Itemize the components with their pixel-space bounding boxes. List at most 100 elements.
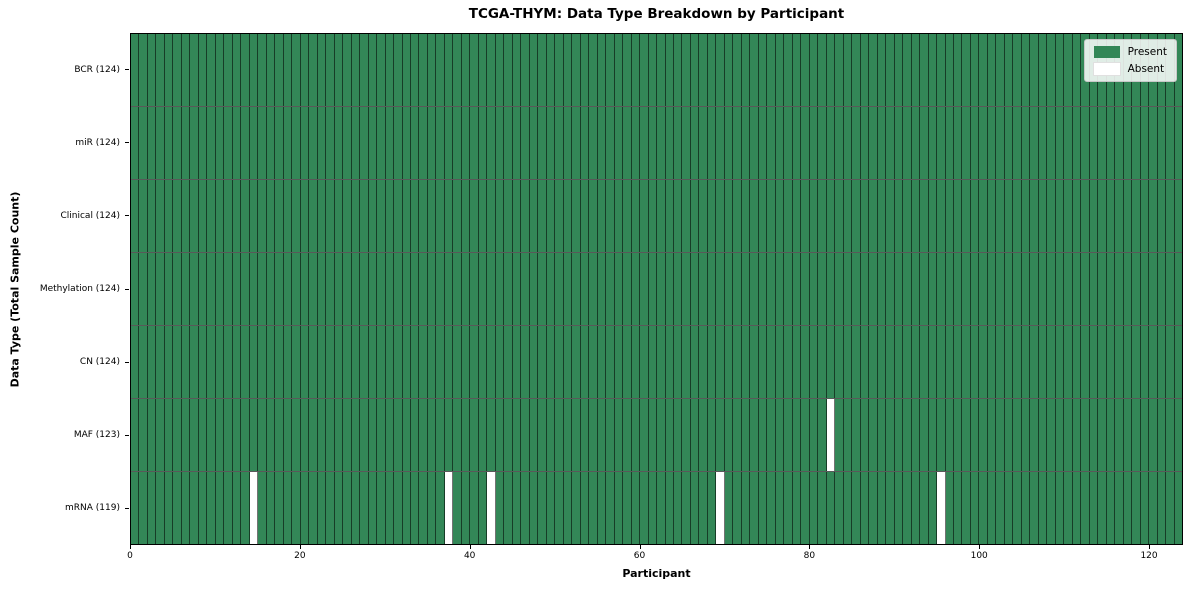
heatmap-cell — [461, 399, 471, 471]
heatmap-cell — [300, 180, 310, 252]
heatmap-cell — [758, 253, 768, 325]
heatmap-cell — [784, 253, 793, 325]
heatmap-cell — [563, 34, 573, 106]
heatmap-cell — [987, 472, 997, 544]
heatmap-cell — [266, 472, 276, 544]
heatmap-cell — [249, 326, 259, 398]
heatmap-cell — [385, 326, 395, 398]
heatmap-cell — [453, 399, 462, 471]
heatmap-cell — [224, 326, 233, 398]
heatmap-cell — [215, 34, 225, 106]
heatmap-cell — [572, 472, 581, 544]
heatmap-cell — [555, 472, 564, 544]
heatmap-cell — [555, 180, 564, 252]
heatmap-cell — [241, 253, 250, 325]
heatmap-cell — [682, 472, 691, 544]
y-tick-mark — [125, 288, 129, 290]
heatmap-cell — [1081, 326, 1090, 398]
heatmap-cell — [1140, 326, 1150, 398]
heatmap-cell — [707, 326, 717, 398]
heatmap-cell — [478, 34, 488, 106]
heatmap-cell — [478, 326, 488, 398]
heatmap-cell — [767, 326, 776, 398]
heatmap-cell — [750, 107, 759, 179]
heatmap-cell — [385, 472, 395, 544]
heatmap-cell — [750, 472, 759, 544]
heatmap-cell — [1098, 180, 1107, 252]
heatmap-cell — [470, 180, 479, 252]
heatmap-cell — [487, 326, 496, 398]
heatmap-cell — [461, 107, 471, 179]
heatmap-cell — [775, 253, 785, 325]
heatmap-cell — [368, 107, 378, 179]
heatmap-cell — [614, 180, 624, 252]
heatmap-cell — [970, 107, 980, 179]
heatmap-cell — [266, 326, 276, 398]
heatmap-cell — [792, 107, 802, 179]
heatmap-cell — [690, 107, 700, 179]
heatmap-cell — [1123, 107, 1133, 179]
heatmap-cell — [1013, 399, 1022, 471]
heatmap-cell — [631, 180, 641, 252]
heatmap-cell — [283, 326, 293, 398]
heatmap-cell — [232, 472, 242, 544]
heatmap-cell — [886, 107, 895, 179]
heatmap-cell — [164, 34, 174, 106]
heatmap-cell — [292, 399, 301, 471]
heatmap-cell — [470, 107, 479, 179]
heatmap-cell — [962, 399, 971, 471]
heatmap-cell — [512, 253, 522, 325]
heatmap-cell — [970, 180, 980, 252]
heatmap-cell — [835, 107, 844, 179]
heatmap-cell — [886, 34, 895, 106]
heatmap-cell — [860, 180, 870, 252]
legend: Present Absent — [1083, 39, 1177, 82]
heatmap-cell — [1064, 253, 1073, 325]
heatmap-cell — [606, 107, 615, 179]
heatmap-cell — [987, 326, 997, 398]
heatmap-cell — [979, 472, 988, 544]
heatmap-cell — [546, 107, 556, 179]
heatmap-cell — [877, 107, 887, 179]
heatmap-cell — [631, 253, 641, 325]
heatmap-cell — [1064, 180, 1073, 252]
heatmap-cell — [758, 326, 768, 398]
heatmap-cell — [589, 180, 598, 252]
heatmap-cell — [317, 107, 327, 179]
heatmap-cell — [410, 34, 420, 106]
heatmap-cell — [504, 399, 513, 471]
heatmap-cell — [835, 326, 844, 398]
heatmap-cell — [139, 399, 148, 471]
heatmap-cell — [869, 180, 878, 252]
heatmap-cell — [394, 253, 403, 325]
heatmap-cell — [427, 180, 437, 252]
heatmap-cell — [1055, 472, 1065, 544]
heatmap-cell — [495, 180, 505, 252]
heatmap-cell — [911, 34, 921, 106]
x-tick-mark — [469, 545, 471, 549]
heatmap-cell — [758, 472, 768, 544]
heatmap-cell — [631, 107, 641, 179]
heatmap-cell — [147, 253, 157, 325]
heatmap-cell — [886, 472, 895, 544]
heatmap-cell — [826, 326, 836, 398]
heatmap-cell — [750, 34, 759, 106]
y-tick-label: Methylation (124) — [39, 284, 120, 294]
heatmap-cell — [648, 180, 658, 252]
heatmap-cell — [275, 34, 284, 106]
heatmap-cell — [351, 253, 361, 325]
heatmap-cell — [453, 34, 462, 106]
heatmap-cell — [801, 472, 810, 544]
heatmap-cell — [1081, 399, 1090, 471]
heatmap-cell — [156, 180, 165, 252]
heatmap-cell — [1064, 34, 1073, 106]
heatmap-cell — [232, 253, 242, 325]
heatmap-cell — [953, 34, 963, 106]
heatmap-cell — [512, 399, 522, 471]
heatmap-cell — [1089, 180, 1099, 252]
heatmap-cell — [478, 399, 488, 471]
heatmap-cell — [529, 326, 539, 398]
heatmap-cell — [241, 399, 250, 471]
heatmap-cell — [156, 472, 165, 544]
heatmap-cell — [1115, 180, 1124, 252]
